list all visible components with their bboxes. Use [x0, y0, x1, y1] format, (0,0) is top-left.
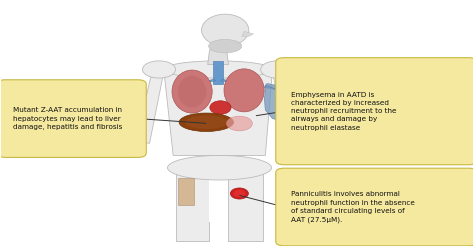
Polygon shape	[273, 72, 301, 143]
Ellipse shape	[143, 61, 175, 78]
Polygon shape	[209, 170, 228, 222]
Text: Emphysema in AATD is
characterized by increased
neutrophil recruitment to the
ai: Emphysema in AATD is characterized by in…	[292, 92, 397, 131]
Polygon shape	[136, 72, 164, 143]
Polygon shape	[242, 31, 254, 36]
Ellipse shape	[167, 155, 272, 180]
Text: Panniculitis involves abnormal
neutrophil function in the absence
of standard ci: Panniculitis involves abnormal neutrophi…	[292, 191, 415, 223]
Polygon shape	[213, 61, 223, 84]
Polygon shape	[208, 50, 228, 64]
Polygon shape	[164, 69, 273, 155]
Ellipse shape	[277, 109, 287, 116]
Ellipse shape	[275, 114, 282, 118]
Polygon shape	[264, 83, 286, 91]
Polygon shape	[175, 170, 209, 241]
Ellipse shape	[178, 76, 206, 107]
Polygon shape	[220, 79, 242, 85]
Polygon shape	[290, 99, 300, 107]
Polygon shape	[178, 178, 194, 205]
Ellipse shape	[201, 14, 249, 46]
Ellipse shape	[185, 116, 228, 129]
Polygon shape	[228, 170, 263, 241]
Text: Mutant Z-AAT accumulation in
hepatocytes may lead to liver
damage, hepatitis and: Mutant Z-AAT accumulation in hepatocytes…	[12, 107, 122, 130]
Ellipse shape	[224, 69, 264, 112]
Polygon shape	[281, 88, 300, 100]
Ellipse shape	[210, 101, 231, 114]
Ellipse shape	[179, 113, 234, 131]
Polygon shape	[264, 85, 294, 121]
Ellipse shape	[164, 61, 273, 78]
Ellipse shape	[284, 114, 292, 119]
FancyBboxPatch shape	[276, 58, 474, 165]
FancyBboxPatch shape	[0, 80, 146, 157]
Ellipse shape	[172, 70, 212, 113]
Ellipse shape	[227, 116, 252, 131]
Ellipse shape	[209, 39, 242, 53]
FancyBboxPatch shape	[276, 168, 474, 246]
Ellipse shape	[261, 61, 294, 78]
Polygon shape	[194, 79, 216, 85]
Ellipse shape	[230, 188, 248, 199]
Ellipse shape	[234, 190, 245, 197]
